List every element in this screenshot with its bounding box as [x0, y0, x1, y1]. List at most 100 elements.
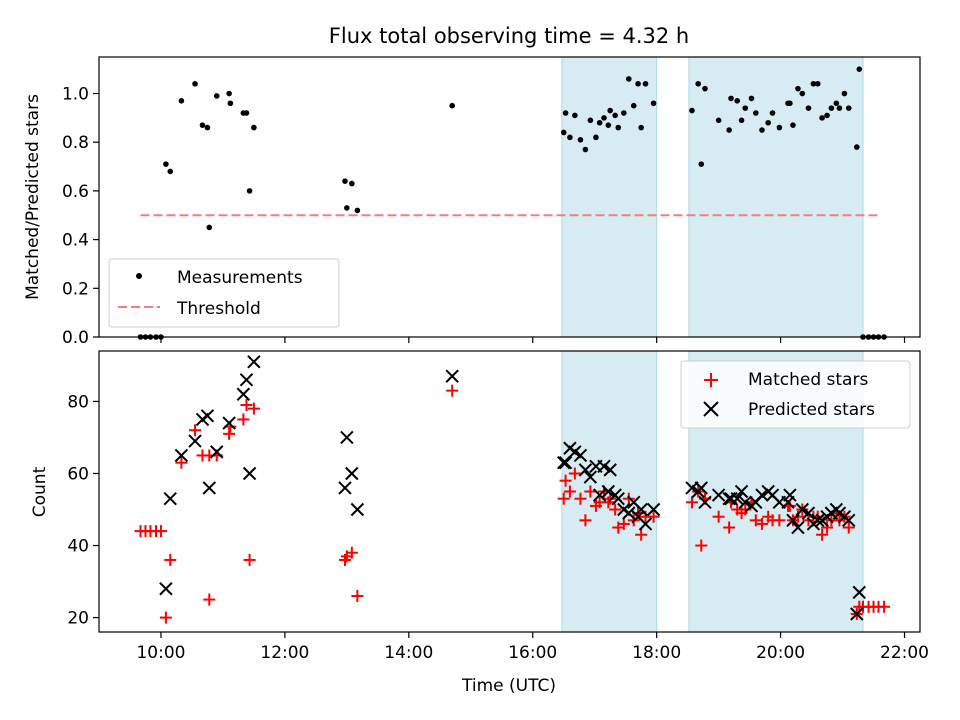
- predicted-point-41: [694, 481, 708, 495]
- matched-point-26: [563, 485, 576, 498]
- top-y-ticks: 0.0 0.2 0.4 0.6 0.8 1.0: [62, 85, 99, 348]
- matched-point-21: [345, 546, 358, 559]
- predicted-point-28-b: [601, 484, 616, 499]
- predicted-point-22: [573, 448, 588, 463]
- measurement-point-5: [163, 161, 169, 167]
- bottom-ytick-label-3: 80: [67, 392, 89, 412]
- matched-point-22: [351, 589, 364, 602]
- measurement-point-25: [562, 110, 569, 116]
- measurement-point-59: [769, 110, 776, 116]
- predicted-point-59: [795, 502, 809, 517]
- predicted-point-3: [188, 434, 202, 448]
- matched-point-56: [749, 514, 762, 527]
- measurement-point-74: [841, 90, 848, 97]
- predicted-point-1: [163, 491, 177, 506]
- measurement-point-20: [344, 205, 350, 211]
- predicted-point-62-b: [811, 513, 825, 528]
- measurement-point-49: [715, 117, 722, 124]
- measurement-point-30: [587, 117, 594, 124]
- predicted-point-33-b: [622, 506, 636, 520]
- measurement-point-19: [342, 178, 348, 184]
- measurement-point-43: [642, 80, 649, 87]
- predicted-point-3-b: [188, 434, 202, 448]
- bottom-xtick-label-1: 12:00: [260, 643, 309, 663]
- predicted-point-29-b: [603, 463, 617, 477]
- measurement-point-27: [572, 112, 578, 119]
- predicted-point-36: [634, 502, 648, 517]
- predicted-point-5-b: [200, 409, 215, 423]
- predicted-point-71: [852, 585, 866, 600]
- predicted-point-19-b: [558, 455, 573, 470]
- predicted-point-51-b: [755, 488, 769, 502]
- bottom-ytick-label-2: 60: [67, 464, 89, 484]
- predicted-point-48-b: [738, 495, 752, 510]
- bottom-xtick-label-5: 20:00: [756, 643, 805, 663]
- measurement-point-48: [702, 85, 708, 92]
- predicted-point-12: [247, 355, 261, 369]
- measurement-point-67: [810, 80, 817, 87]
- measurement-point-10: [204, 124, 211, 131]
- bottom-y-ticks: 20 40 60 80: [67, 392, 99, 629]
- matched-point-69: [816, 528, 829, 541]
- measurement-point-76: [853, 144, 860, 150]
- legend-matched-marker: [704, 373, 718, 387]
- predicted-point-22-b: [573, 448, 588, 463]
- measurement-point-34: [605, 122, 612, 128]
- measurement-point-13: [226, 90, 232, 97]
- top-shaded-spans: [561, 56, 864, 338]
- predicted-point-8-b: [222, 416, 236, 430]
- matched-point-57: [755, 517, 768, 530]
- predicted-point-7-b: [210, 445, 224, 459]
- predicted-point-71-b: [852, 585, 866, 600]
- predicted-point-17-b: [445, 369, 459, 383]
- chart-title: Flux total observing time = 4.32 h: [329, 24, 689, 48]
- measurement-point-35: [607, 107, 613, 114]
- matched-point-82: [878, 600, 891, 613]
- matched-point-42: [635, 528, 648, 541]
- predicted-point-13: [338, 481, 352, 495]
- predicted-point-43: [711, 488, 726, 502]
- measurement-point-72: [833, 100, 840, 107]
- measurement-point-9: [199, 122, 206, 128]
- top-shaded-span-1: [688, 56, 864, 338]
- predicted-point-62: [811, 513, 825, 528]
- matched-point-4: [154, 525, 167, 538]
- measurement-point-21: [349, 180, 355, 187]
- top-ytick-label-3: 0.6: [62, 182, 89, 202]
- top-ytick-label-2: 0.4: [62, 231, 89, 251]
- predicted-point-2-b: [174, 448, 189, 463]
- predicted-point-46-b: [730, 491, 744, 506]
- top-ytick-label-0: 0.0: [62, 328, 89, 348]
- predicted-point-69-b: [842, 513, 856, 528]
- measurement-point-77: [856, 66, 863, 72]
- predicted-point-29: [603, 463, 617, 477]
- predicted-point-47-b: [734, 484, 749, 499]
- matched-point-44: [647, 510, 660, 523]
- measurement-point-36: [612, 112, 618, 119]
- top-y-axis-label: Matched/Predicted stars: [23, 94, 43, 300]
- predicted-point-2: [174, 448, 189, 463]
- measurement-point-56: [753, 110, 759, 116]
- measurement-point-55: [748, 95, 755, 102]
- matched-point-36: [609, 503, 622, 516]
- top-axes-frame: [98, 56, 921, 338]
- legend-predicted-marker: [703, 401, 719, 417]
- matched-point-29: [579, 514, 592, 527]
- matched-point-62: [783, 499, 796, 512]
- measurement-point-65: [799, 90, 806, 97]
- predicted-point-70: [850, 607, 864, 621]
- predicted-point-26-b: [592, 488, 607, 502]
- predicted-point-69: [842, 513, 856, 528]
- predicted-point-45-b: [724, 491, 738, 506]
- predicted-point-31-b: [611, 491, 625, 506]
- bottom-x-ticks: 10:00 12:00 14:00 16:00 18:00 20:00 22:00: [136, 632, 929, 663]
- bottom-y-axis-label: Count: [30, 466, 50, 517]
- measurement-point-29: [582, 146, 589, 153]
- predicted-point-34-b: [627, 495, 641, 510]
- measurement-point-71: [828, 105, 835, 111]
- predicted-point-18: [557, 455, 571, 470]
- measurement-point-50: [726, 127, 732, 133]
- measurement-point-75: [845, 105, 852, 111]
- predicted-point-5: [200, 409, 215, 423]
- bottom-xtick-label-3: 16:00: [508, 643, 557, 663]
